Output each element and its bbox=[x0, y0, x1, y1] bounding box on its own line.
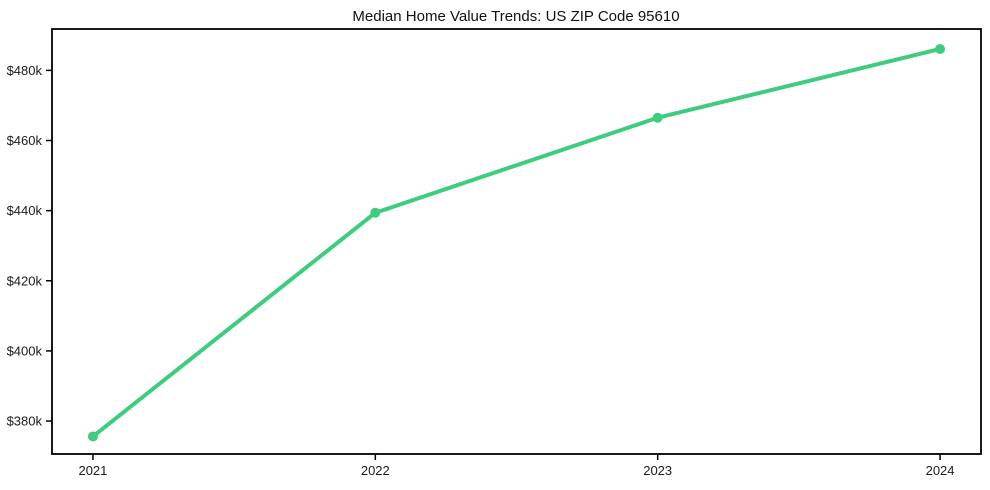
y-tick-label: $400k bbox=[7, 343, 43, 358]
trend-line-series bbox=[90, 46, 943, 439]
x-tick-label: 2023 bbox=[643, 463, 672, 478]
chart-title: Median Home Value Trends: US ZIP Code 95… bbox=[352, 8, 679, 25]
x-tick-label: 2024 bbox=[926, 463, 955, 478]
data-point-marker bbox=[370, 207, 381, 218]
x-tick-label: 2021 bbox=[78, 463, 107, 478]
data-point-marker bbox=[935, 43, 946, 54]
x-tick-label: 2022 bbox=[361, 463, 390, 478]
y-tick-label: $420k bbox=[7, 273, 43, 288]
y-tick-label: $440k bbox=[7, 203, 43, 218]
y-tick-label: $460k bbox=[7, 133, 43, 148]
plot-area: $380k $400k $420k $440k $460k $480k 2021 2022 20… bbox=[7, 28, 982, 478]
y-tick-label: $480k bbox=[7, 63, 43, 78]
axes-frame bbox=[51, 28, 982, 455]
data-point-marker bbox=[87, 431, 98, 442]
y-tick-label: $380k bbox=[7, 414, 43, 429]
data-point-marker bbox=[652, 112, 663, 123]
